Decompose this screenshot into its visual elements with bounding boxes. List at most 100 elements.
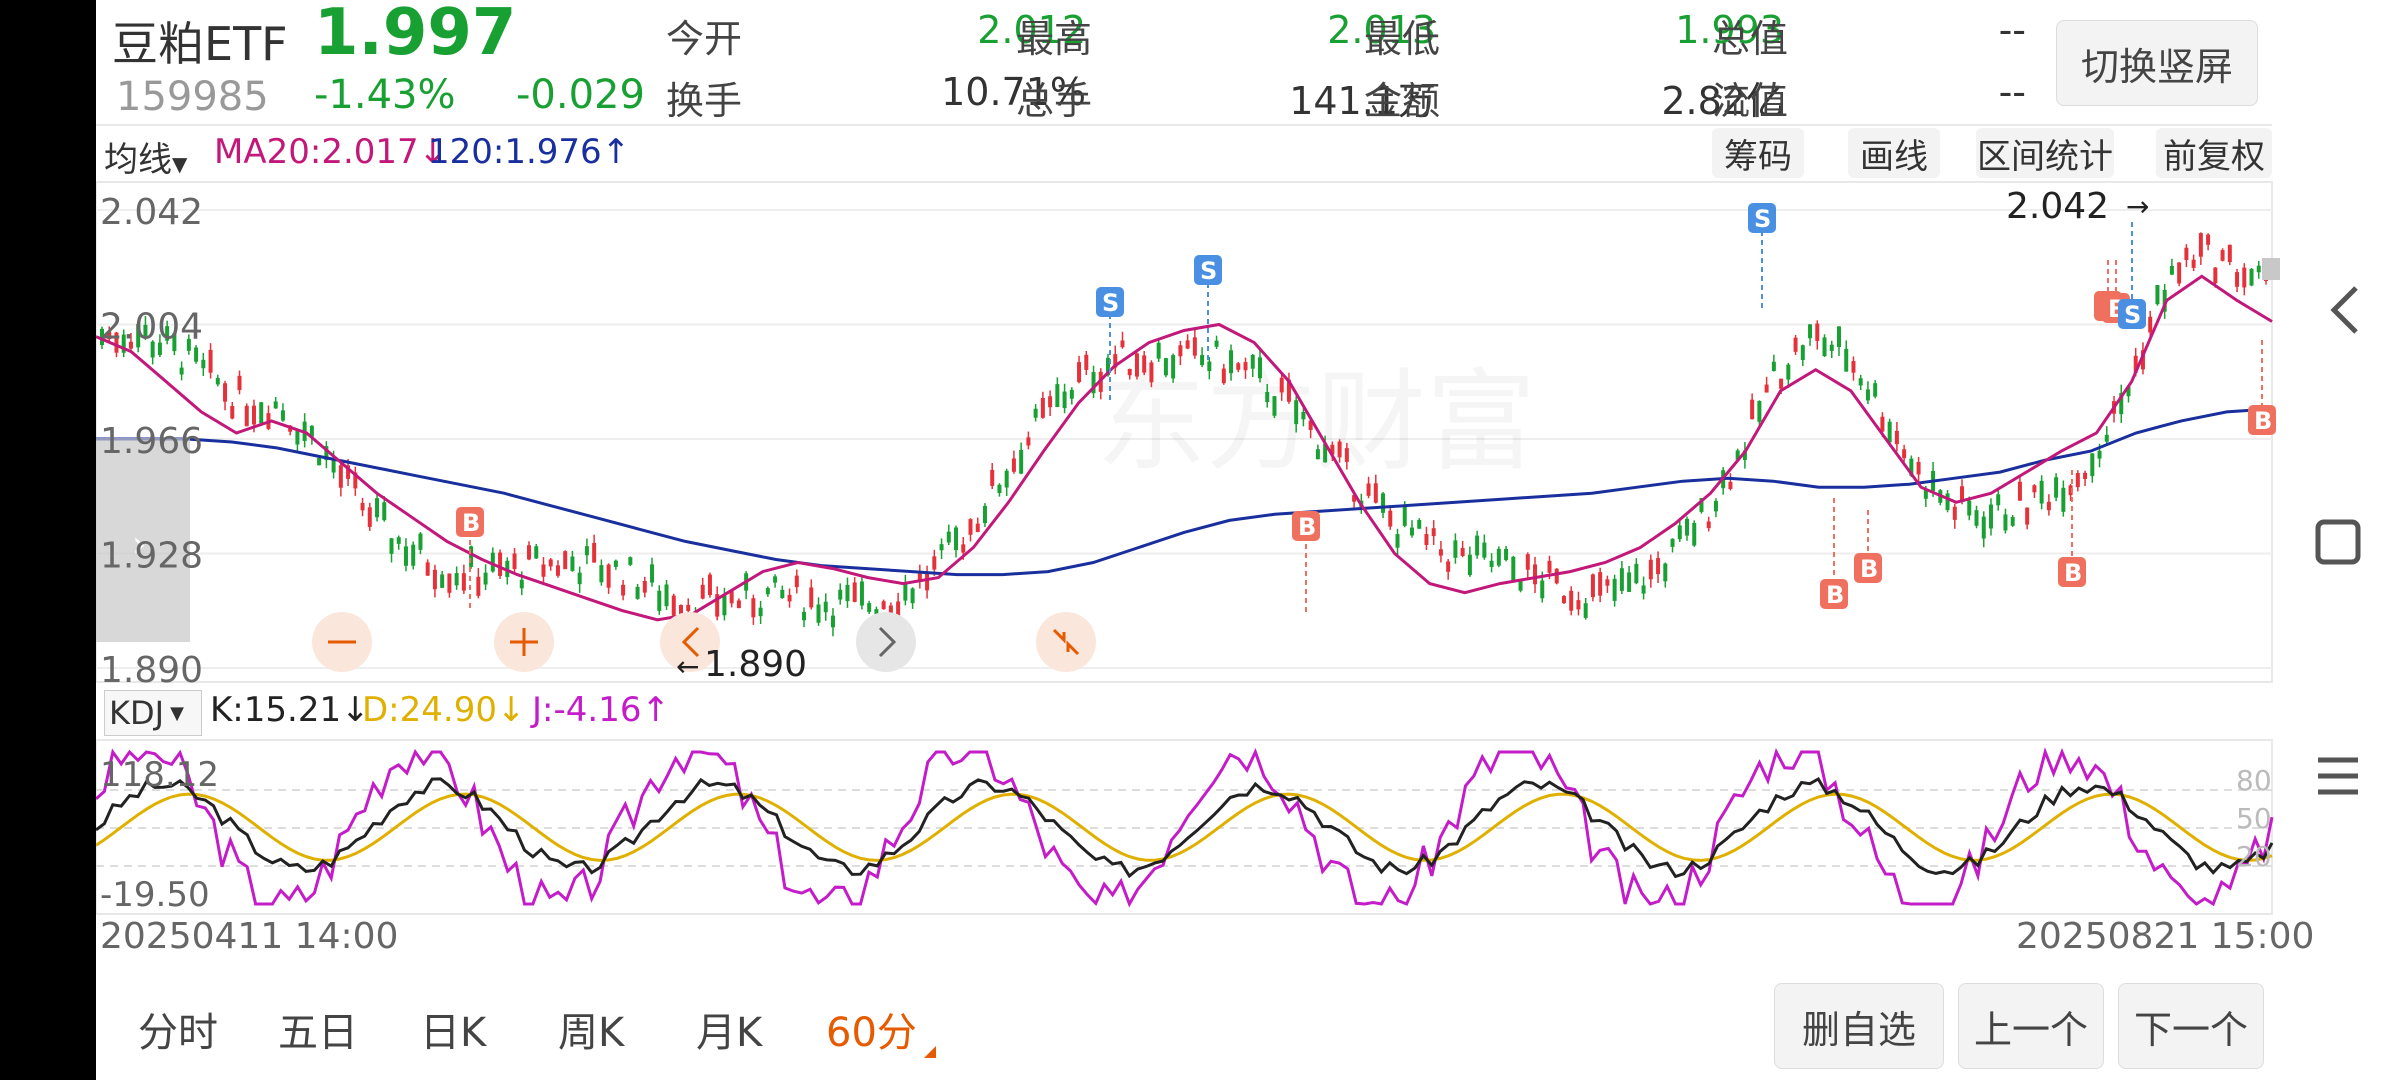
candle-body	[1315, 449, 1320, 460]
candle-body	[469, 546, 474, 567]
tab-five-day[interactable]: 五日	[278, 1010, 358, 1056]
recents-nav-icon[interactable]	[2314, 752, 2362, 800]
candle-body	[1395, 534, 1400, 548]
candle-body	[1077, 362, 1082, 383]
candle-body	[1134, 353, 1139, 377]
candle-body	[1793, 337, 1798, 352]
candle-body	[194, 347, 199, 362]
candle-body	[664, 584, 669, 607]
candle-body	[1909, 458, 1914, 476]
candle-body	[1453, 540, 1458, 558]
buy-marker	[2248, 405, 2276, 435]
candle-body	[346, 465, 351, 479]
candle-body	[1221, 368, 1226, 384]
kdj-k-readout: K:15.21↓	[210, 690, 370, 730]
ma120-readout: 120:1.976↑	[428, 132, 630, 172]
home-nav-icon[interactable]	[2314, 518, 2362, 566]
scroll-right-icon[interactable]	[856, 612, 916, 672]
candle-body	[2235, 272, 2240, 287]
remove-watchlist-button[interactable]: 删自选	[1774, 983, 1944, 1069]
candle-body	[1590, 574, 1595, 598]
kdj-level-label: 50	[2236, 802, 2272, 835]
candle-body	[259, 402, 264, 424]
candle-body	[650, 564, 655, 583]
candle-body	[599, 565, 604, 583]
stat-value-volume: 141.1万	[1289, 79, 1436, 123]
candle-body	[208, 349, 213, 373]
candle-body	[2039, 480, 2044, 504]
candle-body	[881, 601, 886, 610]
candle-body	[1894, 430, 1899, 445]
candle-body	[1286, 379, 1291, 402]
collapse-icon[interactable]	[1036, 612, 1096, 672]
candle-body	[1742, 450, 1747, 460]
candle-body	[2017, 481, 2022, 501]
candle-body	[2097, 450, 2102, 459]
candle-body	[1648, 559, 1653, 580]
tab-60min[interactable]: 60分	[826, 1000, 936, 1058]
candle-body	[165, 326, 170, 341]
ma-selector[interactable]: 均线▼	[104, 132, 187, 181]
tab-daily[interactable]: 日K	[420, 1010, 487, 1056]
back-nav-icon[interactable]	[2326, 282, 2366, 338]
candle-body	[1431, 528, 1436, 537]
zoom-out-icon[interactable]	[312, 612, 372, 672]
candle-body	[700, 584, 705, 599]
change-percent: -1.43%	[314, 72, 456, 118]
stat-label-open: 今开	[666, 17, 743, 61]
candle-body	[1257, 357, 1262, 379]
candle-body	[1547, 560, 1552, 573]
candle-body	[577, 572, 582, 585]
stat-label-total-value: 总值	[1712, 17, 1789, 61]
previous-button[interactable]: 上一个	[1958, 983, 2104, 1069]
candle-body	[1902, 449, 1907, 459]
chips-button[interactable]: 筹码	[1712, 128, 1804, 178]
candle-body	[1301, 411, 1306, 420]
zoom-in-icon[interactable]	[494, 612, 554, 672]
candle-body	[1250, 354, 1255, 369]
kdj-j-value: J:-4.16	[532, 690, 642, 730]
ma20-value: MA20:2.017	[214, 132, 419, 172]
price-tick-label: 1.890	[100, 650, 203, 691]
candle-body	[454, 573, 459, 586]
next-button[interactable]: 下一个	[2118, 983, 2264, 1069]
candle-body	[1583, 603, 1588, 618]
tab-monthly[interactable]: 月K	[696, 1010, 763, 1056]
ma20-readout: MA20:2.017↓	[214, 132, 447, 172]
buy-marker	[1854, 553, 1882, 583]
kdj-max-label: 118.12	[100, 755, 219, 795]
tab-intraday[interactable]: 分时	[138, 1010, 218, 1056]
range-stats-button[interactable]: 区间统计	[1976, 128, 2114, 178]
candle-body	[2198, 233, 2203, 257]
forward-adjust-button[interactable]: 前复权	[2156, 128, 2272, 178]
candle-body	[722, 594, 727, 616]
kdj-level-label: 20	[2236, 840, 2272, 873]
candle-body	[2032, 485, 2037, 493]
candle-body	[1330, 444, 1335, 455]
candle-body	[375, 498, 380, 518]
candle-body	[1171, 355, 1176, 379]
candle-body	[2177, 262, 2182, 284]
kdj-selector[interactable]: KDJ ▼	[104, 690, 202, 736]
candle-body	[1127, 368, 1132, 376]
marker-letter: B	[1860, 555, 1878, 583]
tab-weekly[interactable]: 周K	[558, 1010, 625, 1056]
candle-body	[1605, 579, 1610, 586]
scroll-left-icon[interactable]	[660, 612, 720, 672]
candle-body	[215, 377, 220, 385]
switch-portrait-button[interactable]: 切换竖屏	[2056, 20, 2258, 106]
candle-body	[1475, 535, 1480, 556]
scroll-handle[interactable]	[96, 438, 190, 642]
price-tick-label: 2.004	[100, 307, 203, 348]
candle-body	[1460, 547, 1465, 556]
candle-body	[1554, 568, 1559, 584]
candle-body	[736, 600, 741, 609]
stat-value-turnover: 10.71%	[941, 70, 1086, 114]
candle-body	[1685, 518, 1690, 536]
draw-line-button[interactable]: 画线	[1848, 128, 1940, 178]
period-high-label: 2.042	[2006, 186, 2109, 227]
candle-body	[2054, 477, 2059, 498]
kdj-min-label: -19.50	[100, 875, 210, 915]
candle-body	[2046, 501, 2051, 511]
